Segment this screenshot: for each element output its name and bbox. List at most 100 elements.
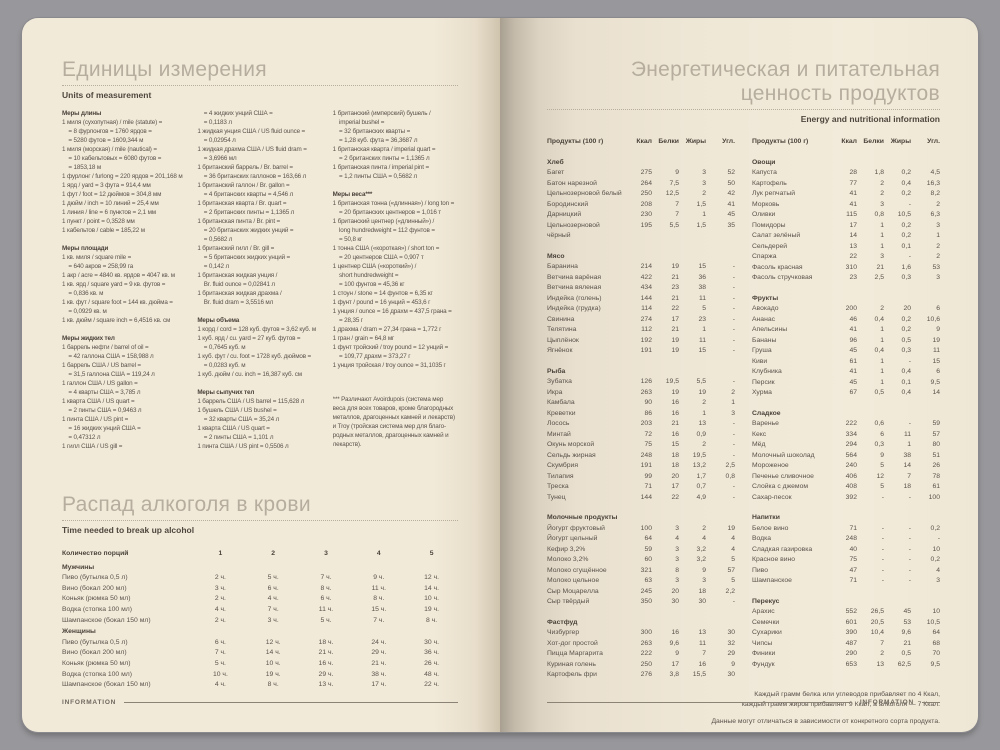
food-value: 4 [675, 535, 679, 542]
food-label: Икра [547, 388, 563, 396]
food-label: Фундук [752, 660, 775, 668]
portion-count: 4 [376, 550, 381, 557]
food-row: Бананы 96 1 0,5 19 [752, 336, 940, 347]
food-label: Водка [752, 535, 772, 542]
food-label: Хот-дог простой [547, 639, 598, 647]
units-line: 1 британский галлон / Br. gallon = [197, 182, 290, 189]
food-row: Шампанское 71 - - 3 [752, 576, 940, 587]
units-line: = 0,142 л [197, 263, 229, 270]
food-row: Персик 45 1 0,1 9,5 [752, 378, 940, 389]
food-value: 21 [671, 420, 679, 427]
alcohol-hours-value: 12 ч. [265, 638, 281, 646]
food-value: - [881, 493, 884, 501]
food-value: 99 [644, 472, 652, 480]
food-row: Багет 275 9 3 52 [547, 168, 735, 179]
food-label: Цельнозерновой белый [547, 190, 622, 197]
units-block-heading: Меры площади [62, 245, 109, 252]
alcohol-table: Количество порций 1 2 3 4 5 Мужчины Пиво (бутыл… [62, 549, 458, 691]
food-value: 1 [702, 211, 706, 218]
food-value: 17 [671, 315, 679, 323]
alcohol-hours-value: 38 ч. [371, 670, 387, 678]
food-value: 6 [936, 368, 940, 375]
food-value: 14 [932, 389, 940, 396]
portion-count: 1 [218, 550, 223, 557]
food-value: 195 [640, 221, 652, 229]
alcohol-row: Шампанское (бокал 150 мл) 2 ч. 3 ч. 5 ч. 7 ч… [62, 616, 458, 627]
units-line: = 640 акров = 258,99 га [62, 263, 134, 270]
units-line: 1 жидкая унция США / US fluid ounce = [197, 128, 306, 135]
food-value: 22 [671, 493, 679, 501]
food-value: 230 [640, 211, 652, 218]
food-value: 19 [671, 347, 679, 354]
food-value: 46 [849, 315, 857, 323]
food-value: 0,2 [901, 169, 911, 176]
food-label: Тунец [547, 493, 566, 501]
alcohol-group-row: Женщины [62, 627, 458, 638]
units-line: = 16 жидких унций США = [62, 425, 141, 432]
food-value: 321 [640, 566, 652, 574]
food-row: Семечки 601 20,5 53 10,5 [752, 618, 940, 629]
food-value: - [908, 200, 911, 208]
food-value: 67 [849, 389, 857, 396]
food-label: Скумбрия [547, 462, 579, 469]
units-line: 1 стоун / stone = 14 фунтов = 6,35 кг [332, 290, 433, 297]
food-value: 3,2 [696, 556, 706, 563]
food-row: Ветчина варёная 422 21 36 - [547, 273, 735, 284]
food-value: - [908, 420, 911, 427]
food-section-name: Овощи [752, 158, 776, 166]
food-row: Картофель 77 2 0,4 16,3 [752, 179, 940, 190]
food-value: 10 [932, 545, 940, 553]
alcohol-hours-value: 7 ч. [320, 574, 332, 582]
food-value: 14 [849, 232, 857, 239]
food-label: Красное вино [752, 556, 796, 563]
food-value: 1 [936, 232, 940, 239]
alcohol-row: Водка (стопка 100 мл) 4 ч. 7 ч. 11 ч. 15 ч. 1… [62, 605, 458, 616]
food-row: Финики 290 2 0,5 70 [752, 649, 940, 660]
food-value: 30 [727, 671, 735, 678]
food-value: 3 [702, 179, 706, 187]
food-value: 61 [932, 483, 940, 490]
food-value: - [732, 305, 735, 312]
food-value: 16 [671, 409, 679, 417]
alcohol-hours-value: 2 ч. [214, 616, 226, 624]
food-value: 9,6 [901, 629, 911, 636]
food-value: 75 [644, 441, 652, 448]
units-line: 1 британская пинта / imperial pint = [332, 164, 429, 171]
food-value: 59 [932, 420, 940, 427]
food-value: 0,4 [901, 368, 911, 375]
food-label: Молоко сгущённое [547, 566, 607, 574]
food-value: 20,5 [870, 618, 884, 626]
food-value: 51 [932, 451, 940, 459]
food-label: Спаржа [752, 253, 777, 260]
food-row: Скумбрия 191 18 13,2 2,5 [547, 461, 735, 472]
food-value: 390 [845, 629, 857, 636]
food-value: 3 [880, 200, 884, 208]
food-row: Чипсы 487 7 21 68 [752, 639, 940, 650]
food-value: 0,4 [901, 179, 911, 187]
food-value: 64 [932, 629, 940, 636]
nutrition-section-title: Энергетическая и питательная ценность пр… [630, 58, 940, 105]
food-section-row: Рыба [547, 367, 735, 378]
alcohol-row: Вино (бокал 200 мл) 3 ч. 6 ч. 8 ч. 11 ч. 14 ч… [62, 584, 458, 595]
food-label: Индейка (голень) [547, 294, 602, 302]
food-value: 487 [845, 639, 857, 647]
food-value: - [732, 294, 735, 302]
food-value: 16,3 [926, 179, 940, 187]
food-value: - [732, 483, 735, 490]
food-value: - [881, 545, 884, 553]
food-value: 2,5 [725, 462, 735, 469]
food-value: 203 [640, 420, 652, 427]
food-header-product: Продукты (100 г) [547, 138, 604, 145]
food-value: - [732, 598, 735, 605]
units-line: 1 британская жидкая драхма / [197, 290, 282, 297]
food-value: 30 [727, 629, 735, 636]
alcohol-hours-value: 12 ч. [424, 574, 440, 582]
food-value: 275 [640, 169, 652, 176]
food-section-row: Овощи [752, 158, 940, 169]
food-section-row: Мясо [547, 252, 735, 263]
food-label: Дарницкий [547, 211, 582, 218]
units-block: 1 британский (имперский) бушель / imperi… [333, 109, 458, 181]
food-row: Пицца Маргарита 222 9 7 29 [547, 649, 735, 660]
food-value: 10,5 [926, 618, 940, 626]
alcohol-row: Пиво (бутылка 0,5 л) 6 ч. 12 ч. 18 ч. 24 ч. 3… [62, 638, 458, 649]
